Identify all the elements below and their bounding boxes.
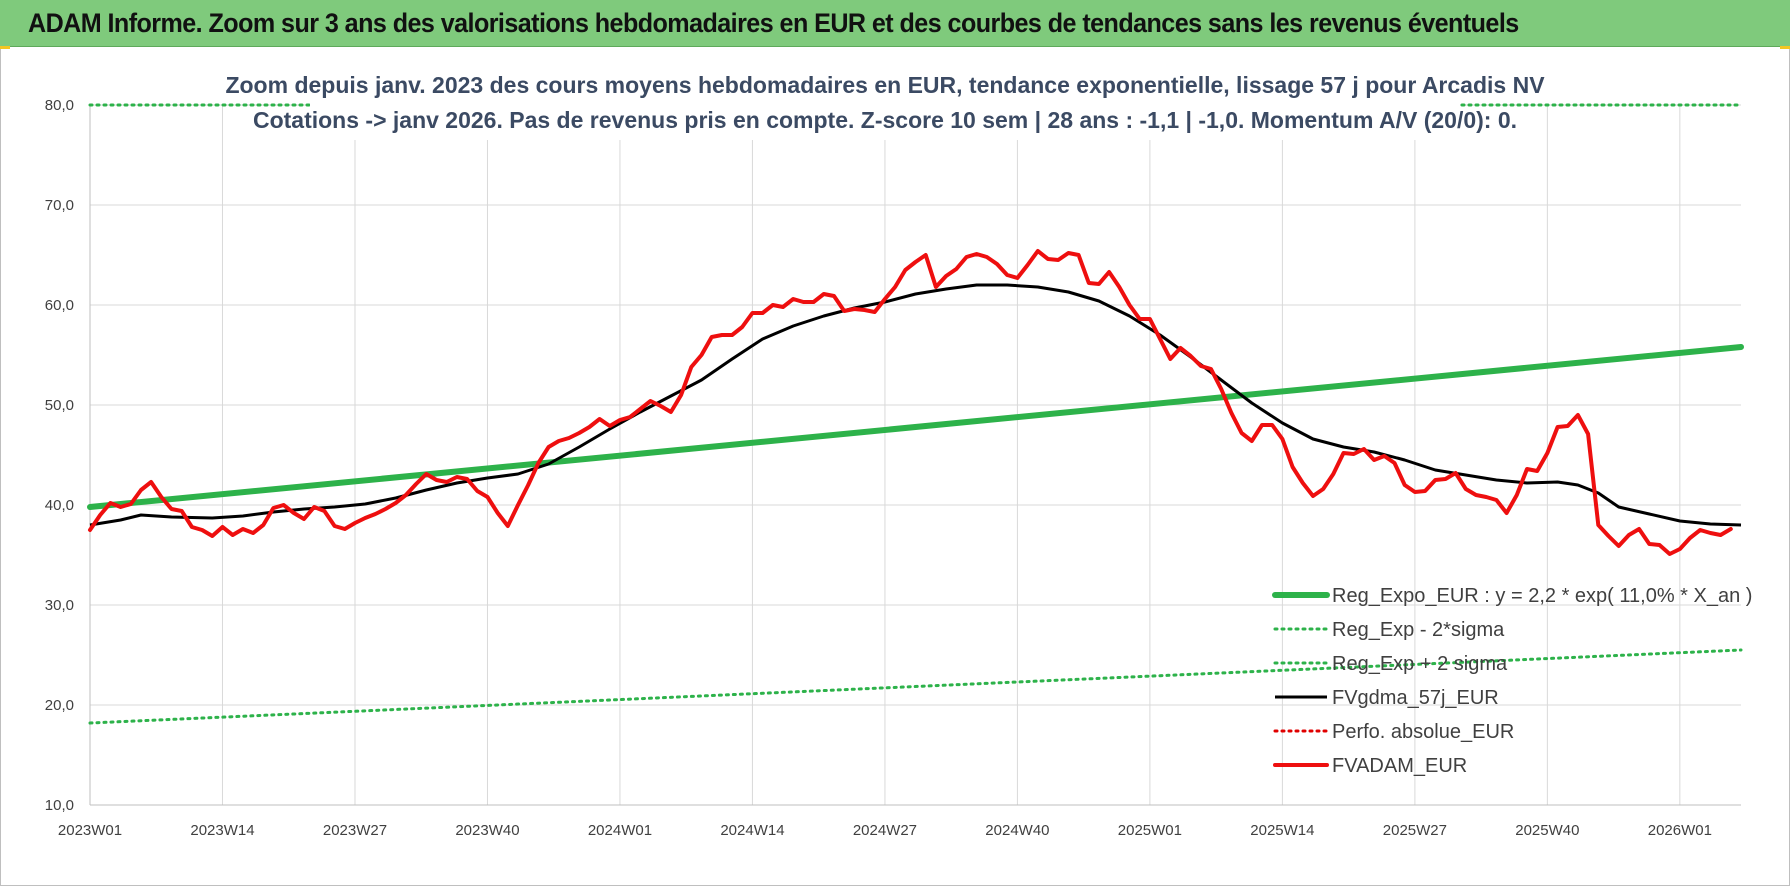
- x-tick-label: 2023W27: [323, 822, 387, 839]
- x-tick-label: 2026W01: [1648, 822, 1712, 839]
- series-fvadam: [88, 249, 1733, 556]
- x-tick-label: 2025W40: [1515, 822, 1579, 839]
- y-tick-label: 80,0: [45, 97, 74, 114]
- y-tick-label: 70,0: [45, 197, 74, 214]
- legend-label-fvadam: FVADAM_EUR: [1332, 755, 1467, 777]
- x-tick-label: 2025W14: [1250, 822, 1314, 839]
- x-tick-label: 2023W01: [58, 822, 122, 839]
- series-reg-expo: [87, 344, 1744, 510]
- y-axis: 10,0 20,0 30,0 40,0 50,0 60,0 70,0 80,0: [45, 97, 74, 814]
- legend-label-reg-exp-minus-2sigma: Reg_Exp - 2*sigma: [1332, 619, 1505, 641]
- x-tick-label: 2023W40: [455, 822, 519, 839]
- x-tick-label: 2024W27: [853, 822, 917, 839]
- x-tick-label: 2023W14: [190, 822, 254, 839]
- chart-title-line-1: Zoom depuis janv. 2023 des cours moyens …: [225, 72, 1545, 98]
- series-fvgdma-57j: [89, 283, 1742, 527]
- x-tick-label: 2025W27: [1383, 822, 1447, 839]
- page-title: ADAM Informe. Zoom sur 3 ans des valoris…: [28, 8, 1519, 38]
- legend-label-reg-exp-plus-2sigma: Reg_Exp + 2 sigma: [1332, 653, 1508, 675]
- legend: Reg_Expo_EUR : y = 2,2 * exp( 11,0% * X_…: [1272, 585, 1752, 777]
- corner-accent-right: [1780, 46, 1790, 49]
- x-tick-label: 2025W01: [1118, 822, 1182, 839]
- x-axis: 2023W01 2023W14 2023W27 2023W40 2024W01 2024W…: [58, 822, 1712, 839]
- chart-title-background: [310, 62, 1460, 140]
- series-reg-exp-minus-2sigma: [88, 648, 1743, 725]
- legend-label-perfo-absolue: Perfo. absolue_EUR: [1332, 721, 1514, 743]
- y-tick-label: 40,0: [45, 497, 74, 514]
- x-tick-label: 2024W14: [720, 822, 784, 839]
- legend-label-fvgdma-57j: FVgdma_57j_EUR: [1332, 687, 1499, 709]
- chart-title-line-2: Cotations -> janv 2026. Pas de revenus p…: [253, 107, 1517, 133]
- x-tick-label: 2024W01: [588, 822, 652, 839]
- grid: [89, 104, 1741, 806]
- header-bar: ADAM Informe. Zoom sur 3 ans des valoris…: [0, 0, 1790, 47]
- y-tick-label: 10,0: [45, 797, 74, 814]
- corner-accent-left: [0, 46, 10, 49]
- y-tick-label: 20,0: [45, 697, 74, 714]
- legend-label-reg-expo: Reg_Expo_EUR : y = 2,2 * exp( 11,0% * X_…: [1332, 585, 1752, 607]
- y-tick-label: 60,0: [45, 297, 74, 314]
- series-layer: [87, 103, 1744, 725]
- y-tick-label: 50,0: [45, 397, 74, 414]
- x-tick-label: 2024W40: [985, 822, 1049, 839]
- y-tick-label: 30,0: [45, 597, 74, 614]
